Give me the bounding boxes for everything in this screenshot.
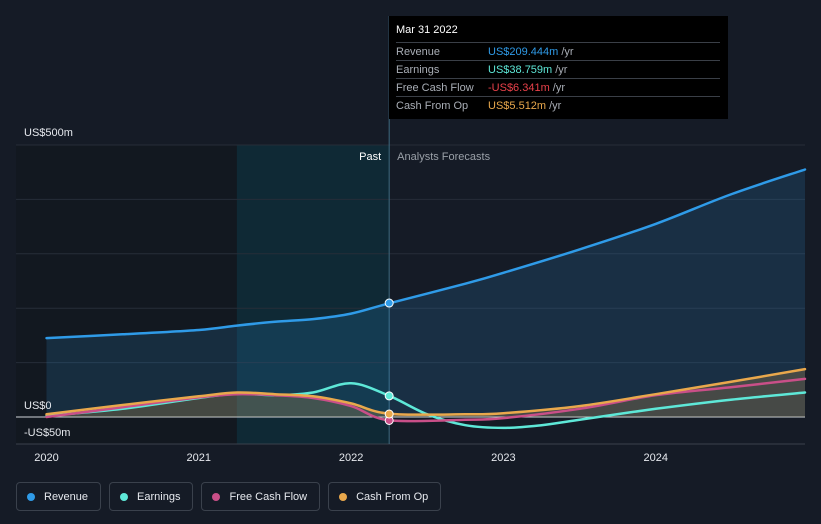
tooltip-value: US$38.759m: [488, 63, 553, 76]
tooltip-row-revenue: Revenue US$209.444m /yr: [396, 42, 720, 60]
tooltip-row-free-cash-flow: Free Cash Flow -US$6.341m /yr: [396, 78, 720, 96]
tooltip-label: Cash From Op: [396, 99, 469, 112]
tooltip-unit: /yr: [555, 63, 568, 76]
legend-item-free-cash-flow[interactable]: Free Cash Flow: [201, 482, 321, 511]
legend-dot-icon: [120, 492, 129, 501]
legend-label: Revenue: [44, 490, 89, 503]
x-tick-label: 2023: [491, 452, 515, 464]
legend-item-earnings[interactable]: Earnings: [109, 482, 194, 511]
chart-legend: Revenue Earnings Free Cash Flow Cash Fro…: [16, 482, 442, 511]
tooltip-label: Free Cash Flow: [396, 81, 474, 94]
cash-from-op-line: [45, 367, 807, 416]
tooltip-value: US$209.444m: [488, 45, 559, 58]
cash-from-op-area: [46, 369, 805, 417]
legend-label: Cash From Op: [356, 490, 429, 503]
revenue-line: [45, 168, 807, 340]
x-tick-label: 2020: [34, 452, 58, 464]
legend-dot-icon: [27, 492, 35, 501]
legend-item-revenue[interactable]: Revenue: [16, 482, 102, 511]
legend-dot-icon: [339, 492, 348, 501]
revenue-area: [46, 169, 805, 417]
x-tick-label: 2021: [187, 452, 211, 464]
tooltip-value: US$5.512m: [488, 99, 547, 112]
tooltip-unit: /yr: [552, 81, 565, 94]
tooltip-label: Revenue: [396, 45, 441, 58]
legend-label: Free Cash Flow: [229, 490, 308, 503]
revenue-marker: [384, 298, 394, 308]
tooltip-label: Earnings: [396, 63, 440, 76]
y-tick-label: US$500m: [24, 127, 73, 139]
tooltip-unit: /yr: [561, 45, 574, 58]
tooltip-value: -US$6.341m: [488, 81, 550, 94]
past-label: Past: [359, 151, 381, 163]
tooltip-unit: /yr: [549, 99, 562, 112]
tooltip-row-cash-from-op: Cash From Op US$5.512m /yr: [396, 96, 720, 114]
earnings-marker: [384, 391, 394, 401]
y-tick-label: -US$50m: [24, 427, 70, 439]
tooltip-row-earnings: Earnings US$38.759m /yr: [396, 60, 720, 78]
legend-item-cash-from-op[interactable]: Cash From Op: [328, 482, 442, 511]
legend-dot-icon: [212, 492, 221, 501]
cash-from-op-marker: [384, 409, 394, 419]
data-tooltip: Mar 31 2022 Revenue US$209.444m /yr Earn…: [389, 16, 728, 119]
y-tick-label: US$0: [24, 400, 52, 412]
x-tick-label: 2024: [643, 452, 667, 464]
x-tick-label: 2022: [339, 452, 363, 464]
forecast-label: Analysts Forecasts: [397, 151, 490, 163]
legend-label: Earnings: [137, 490, 181, 503]
tooltip-date: Mar 31 2022: [396, 24, 458, 36]
